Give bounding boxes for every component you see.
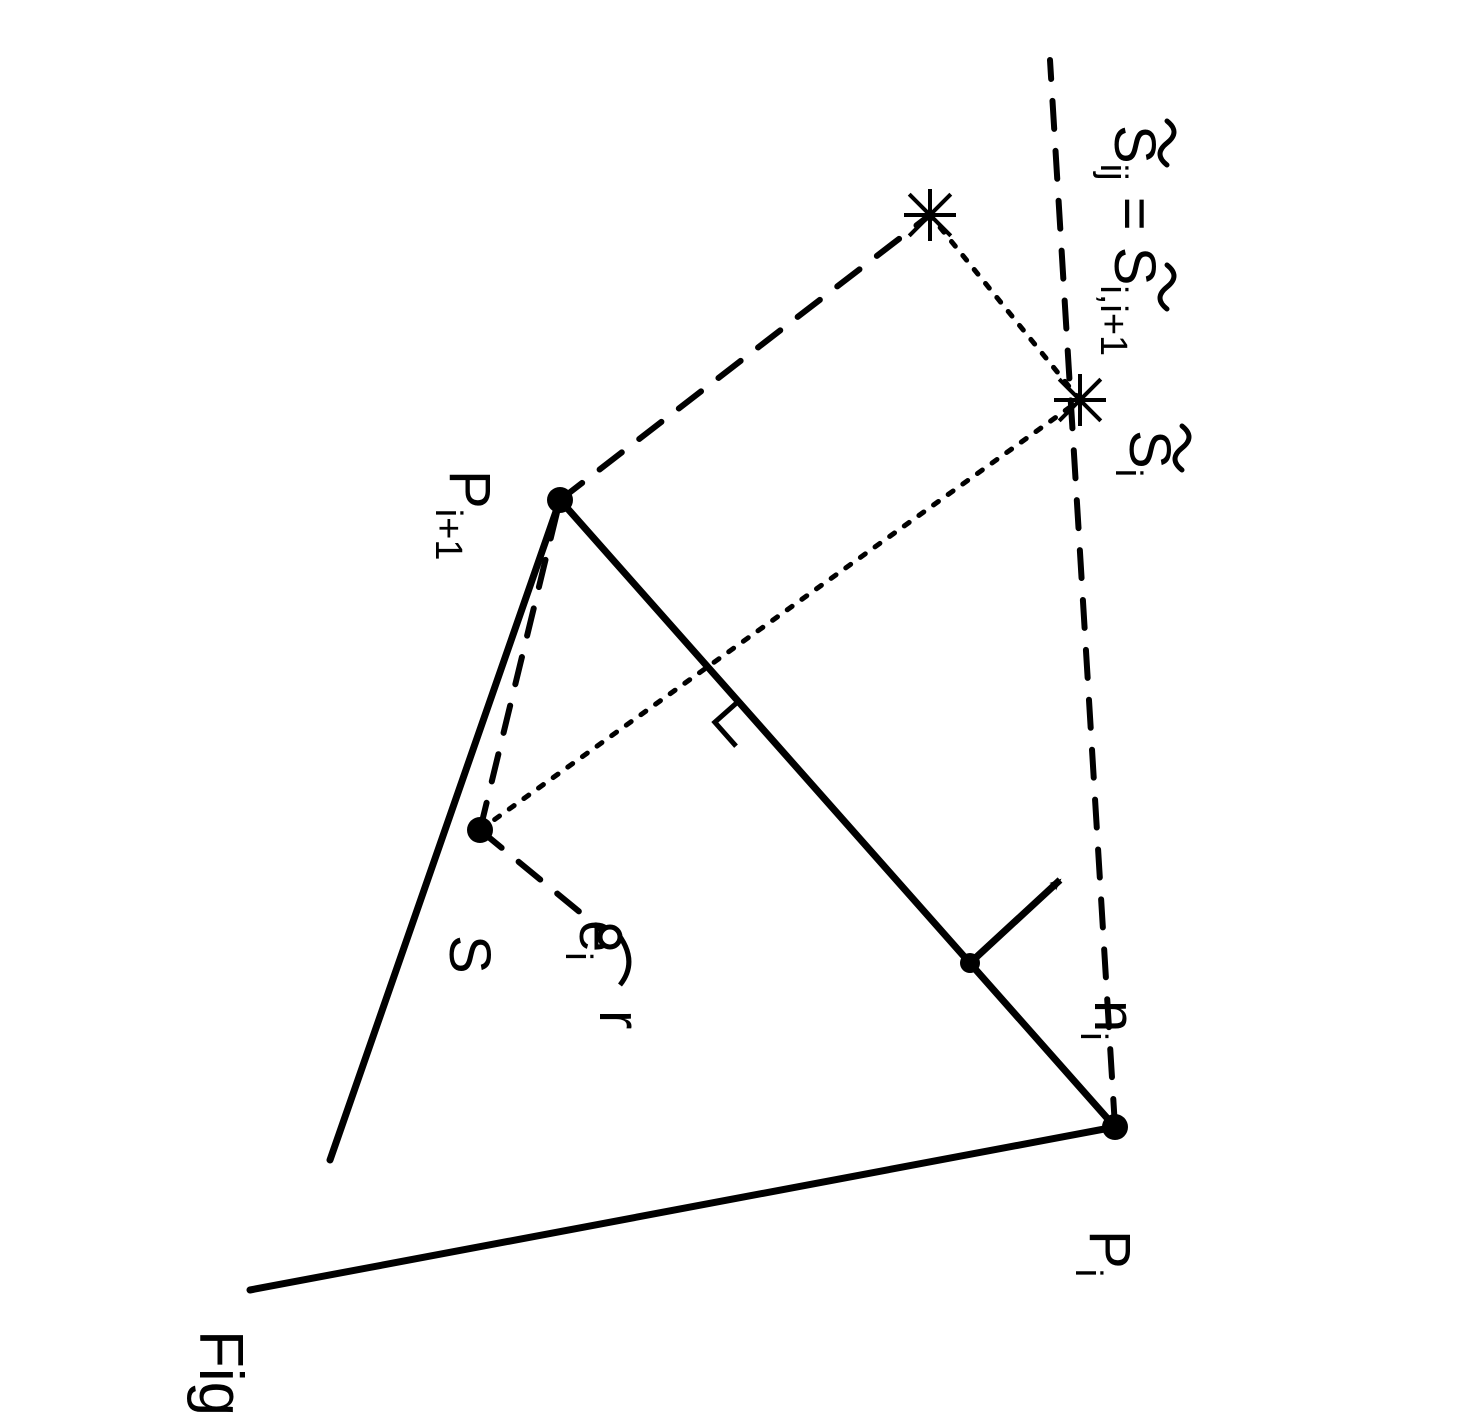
point-markers <box>467 189 1128 1140</box>
svg-text:r: r <box>587 1010 652 1029</box>
right-angle-marker <box>715 701 739 746</box>
svg-text:Pi+1: Pi+1 <box>427 470 502 560</box>
geometry-diagram: SreiniPiPi+1SiSij = Si,i+1 Fig. 2 <box>0 0 1471 1413</box>
svg-text:ni: ni <box>1072 1000 1147 1041</box>
normal-vector-arrow <box>960 880 1060 973</box>
dashed-edges <box>480 60 1115 1127</box>
svg-text:Pi: Pi <box>1067 1230 1142 1277</box>
svg-text:S: S <box>437 935 502 974</box>
figure-caption-text: Fig. 2 <box>186 1330 255 1413</box>
labels: SreiniPiPi+1SiSij = Si,i+1 <box>427 121 1189 1277</box>
dotted-edges <box>480 215 1080 830</box>
figure-caption: Fig. 2 <box>186 1330 255 1413</box>
solid-edges <box>250 500 1115 1290</box>
svg-text:Si: Si <box>1107 430 1182 477</box>
svg-text:Sij = Si,i+1: Sij = Si,i+1 <box>1092 125 1167 356</box>
